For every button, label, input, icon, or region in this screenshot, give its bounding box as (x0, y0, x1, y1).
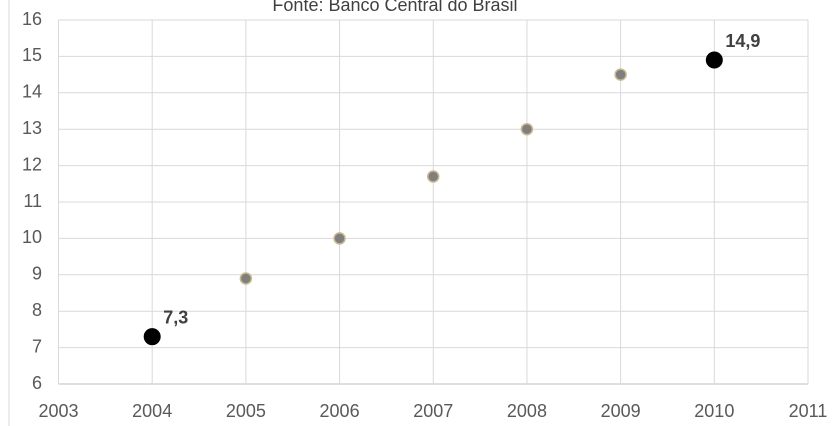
x-tick-label: 2005 (226, 401, 266, 421)
x-tick-label: 2004 (132, 401, 172, 421)
y-tick-label: 13 (22, 118, 42, 138)
data-point (143, 328, 161, 346)
data-point (520, 122, 534, 136)
x-tick-label: 2011 (789, 401, 828, 421)
data-point (614, 68, 627, 81)
y-tick-label: 10 (22, 227, 42, 247)
y-tick-label: 14 (22, 82, 42, 102)
data-label: 14,9 (725, 31, 760, 51)
data-label: 7,3 (163, 307, 188, 327)
chart-title: Fonte: Banco Central do Brasil (272, 0, 517, 15)
y-tick-label: 15 (22, 45, 42, 65)
data-point (239, 272, 253, 285)
x-tick-label: 2003 (38, 401, 78, 421)
y-tick-label: 11 (23, 191, 42, 211)
x-tick-label: 2006 (320, 401, 360, 421)
data-point (333, 232, 346, 245)
x-tick-label: 2010 (694, 401, 734, 421)
y-tick-label: 7 (32, 336, 42, 356)
x-tick-label: 2007 (413, 401, 453, 421)
y-tick-label: 6 (32, 373, 42, 393)
y-tick-label: 8 (32, 300, 42, 320)
x-tick-label: 2008 (507, 401, 547, 421)
data-point (705, 51, 723, 69)
data-point (427, 170, 440, 183)
y-tick-label: 9 (32, 264, 42, 284)
y-tick-label: 12 (22, 154, 42, 174)
x-tick-label: 2009 (601, 401, 641, 421)
y-tick-label: 16 (22, 9, 42, 29)
